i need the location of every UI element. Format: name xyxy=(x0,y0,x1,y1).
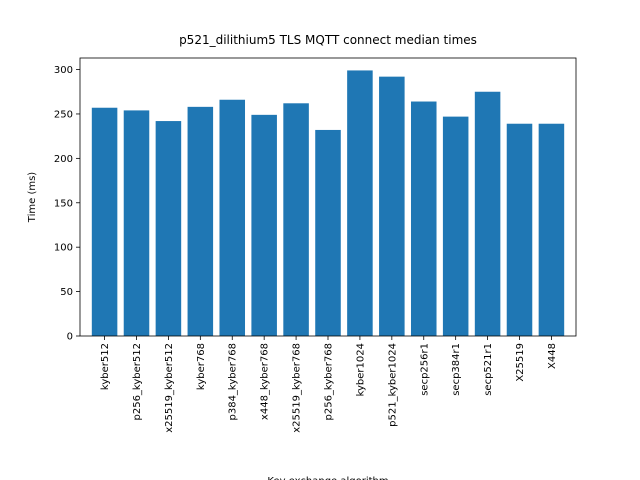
bar xyxy=(283,103,309,337)
x-tick-label: x25519_kyber768 xyxy=(292,343,303,433)
x-tick-label: X25519 xyxy=(515,343,526,382)
axes-frame xyxy=(79,57,577,337)
x-tick-label: kyber768 xyxy=(196,343,207,390)
y-axis-label: Time (ms) xyxy=(27,172,38,224)
bar xyxy=(347,70,373,336)
y-tick-label: 150 xyxy=(54,198,73,209)
x-tick-label: x448_kyber768 xyxy=(260,343,271,420)
y-tick-label: 0 xyxy=(67,332,73,343)
bar xyxy=(315,129,341,336)
x-tick-label: p256_kyber768 xyxy=(324,343,335,421)
x-tick-label: p256_kyber512 xyxy=(132,343,143,421)
x-tick-label: secp256r1 xyxy=(419,343,430,396)
x-tick-label: X448 xyxy=(547,343,558,369)
bar xyxy=(123,110,150,336)
x-tick-label: kyber1024 xyxy=(355,343,366,396)
chart-title: p521_dilithium5 TLS MQTT connect median … xyxy=(179,33,477,47)
bar xyxy=(91,107,118,336)
x-tick-label: x25519_kyber512 xyxy=(164,343,175,433)
y-tick-label: 300 xyxy=(54,65,73,76)
y-tick-label: 250 xyxy=(54,109,73,120)
x-tick-label: p521_kyber1024 xyxy=(387,343,398,427)
bar xyxy=(379,76,405,336)
bar xyxy=(187,106,214,336)
x-axis-label: Key exchange algorithm xyxy=(267,476,388,480)
bar xyxy=(474,91,501,337)
bar xyxy=(410,101,437,336)
x-tick-label: p384_kyber768 xyxy=(228,343,239,421)
bar xyxy=(506,123,533,336)
y-tick-label: 100 xyxy=(54,243,73,254)
bar xyxy=(442,116,469,336)
bar xyxy=(538,123,565,336)
y-tick-label: 50 xyxy=(60,287,73,298)
x-tick-label: kyber512 xyxy=(100,343,111,390)
y-tick-label: 200 xyxy=(54,154,73,165)
bar xyxy=(219,99,246,336)
x-tick-label: secp384r1 xyxy=(451,343,462,396)
bar xyxy=(155,121,182,336)
x-tick-label: secp521r1 xyxy=(483,343,494,396)
bar xyxy=(251,114,277,337)
